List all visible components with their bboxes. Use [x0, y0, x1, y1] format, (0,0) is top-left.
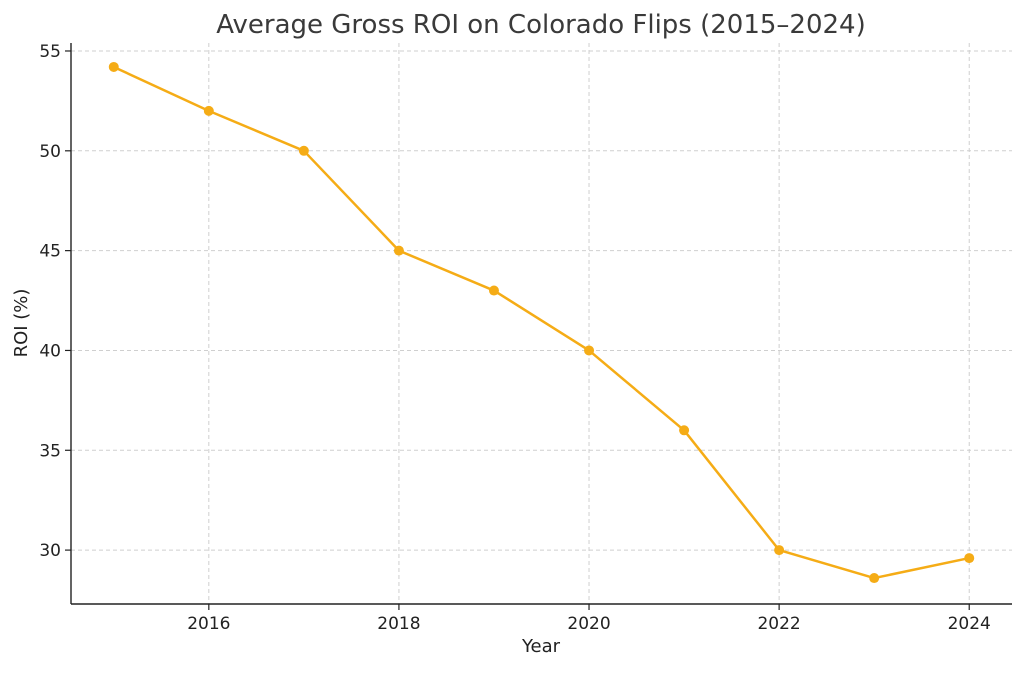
data-point	[679, 425, 690, 436]
x-tick-label: 2020	[567, 614, 610, 634]
data-point	[964, 553, 975, 564]
grid	[71, 43, 1012, 604]
series-group	[108, 61, 975, 584]
y-tick-label: 55	[39, 42, 61, 62]
axes	[70, 43, 1012, 605]
series-line	[113, 65, 970, 580]
data-point	[108, 61, 119, 72]
x-tick-label: 2016	[187, 614, 230, 634]
y-axis-label: ROI (%)	[11, 289, 32, 358]
data-point	[393, 245, 404, 256]
y-tick-label: 30	[39, 541, 61, 561]
chart-title: Average Gross ROI on Colorado Flips (201…	[216, 10, 866, 40]
y-tick-label: 35	[39, 441, 61, 461]
data-point	[488, 285, 499, 296]
data-point	[203, 105, 214, 116]
data-point	[774, 545, 785, 556]
data-point	[298, 145, 309, 156]
x-axis-ticks: 2016 2018 2020 2022 2024	[187, 604, 991, 634]
x-axis-label: Year	[521, 636, 561, 657]
y-tick-label: 50	[39, 142, 61, 162]
data-point	[584, 345, 595, 356]
x-tick-label: 2018	[377, 614, 420, 634]
x-tick-label: 2024	[948, 614, 991, 634]
data-point	[869, 573, 880, 584]
y-axis-ticks: 30 35 40 45 50 55	[39, 42, 71, 561]
y-tick-label: 45	[39, 242, 61, 262]
y-tick-label: 40	[39, 341, 61, 361]
x-tick-label: 2022	[757, 614, 800, 634]
